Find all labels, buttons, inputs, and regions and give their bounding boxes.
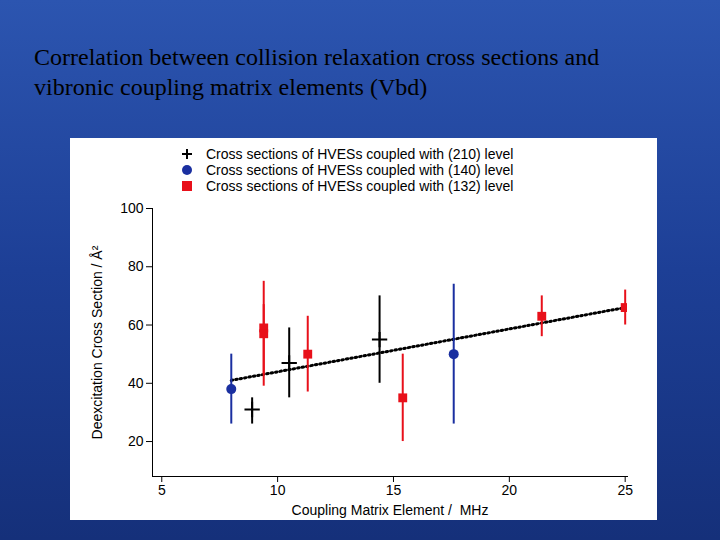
svg-text:5: 5 <box>158 482 166 498</box>
html-text:Correlation between collision: Correlation between collision relaxation… <box>34 44 600 100</box>
svg-text:10: 10 <box>270 482 286 498</box>
html-text:Cross sections of HVESs couple: Cross sections of HVESs coupled with (21… <box>206 146 514 162</box>
svg-text:Coupling Matrix Element / MHz: Coupling Matrix Element / MHz <box>292 502 489 518</box>
svg-text:25: 25 <box>617 482 633 498</box>
svg-text:15: 15 <box>386 482 402 498</box>
svg-text:60: 60 <box>128 317 144 333</box>
html-text:Cross sections of HVESs couple: Cross sections of HVESs coupled with (14… <box>206 162 514 178</box>
svg-text:Deexcitation Cross Section / Å: Deexcitation Cross Section / Å² <box>89 245 105 439</box>
svg-text:20: 20 <box>128 433 144 449</box>
svg-text:40: 40 <box>128 375 144 391</box>
svg-text:20: 20 <box>502 482 518 498</box>
svg-text:80: 80 <box>128 258 144 274</box>
html-text:Cross sections of HVESs couple: Cross sections of HVESs coupled with (13… <box>206 178 514 194</box>
svg-text:100: 100 <box>120 200 144 216</box>
